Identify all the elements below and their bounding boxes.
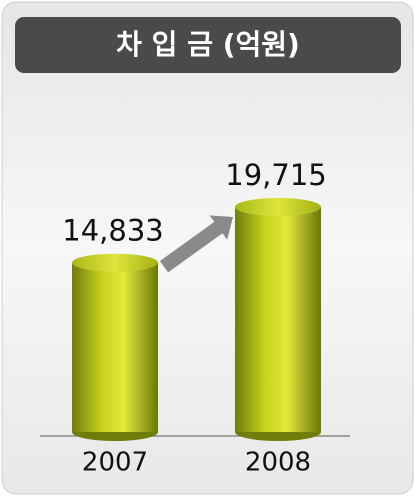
trend-arrow: [159, 215, 233, 273]
x-tick-label: 2008: [245, 448, 311, 478]
title-bar: [15, 17, 401, 73]
x-tick-label: 2007: [82, 448, 148, 478]
bar-top: [235, 198, 321, 216]
bar: [235, 207, 321, 432]
arrow-shape: [159, 215, 233, 273]
value-label: 14,833: [62, 214, 163, 248]
chart-title: 차 입 금 (억원): [116, 28, 300, 61]
bar-top: [72, 253, 158, 272]
value-label: 19,715: [225, 158, 326, 192]
bar: [72, 262, 158, 432]
